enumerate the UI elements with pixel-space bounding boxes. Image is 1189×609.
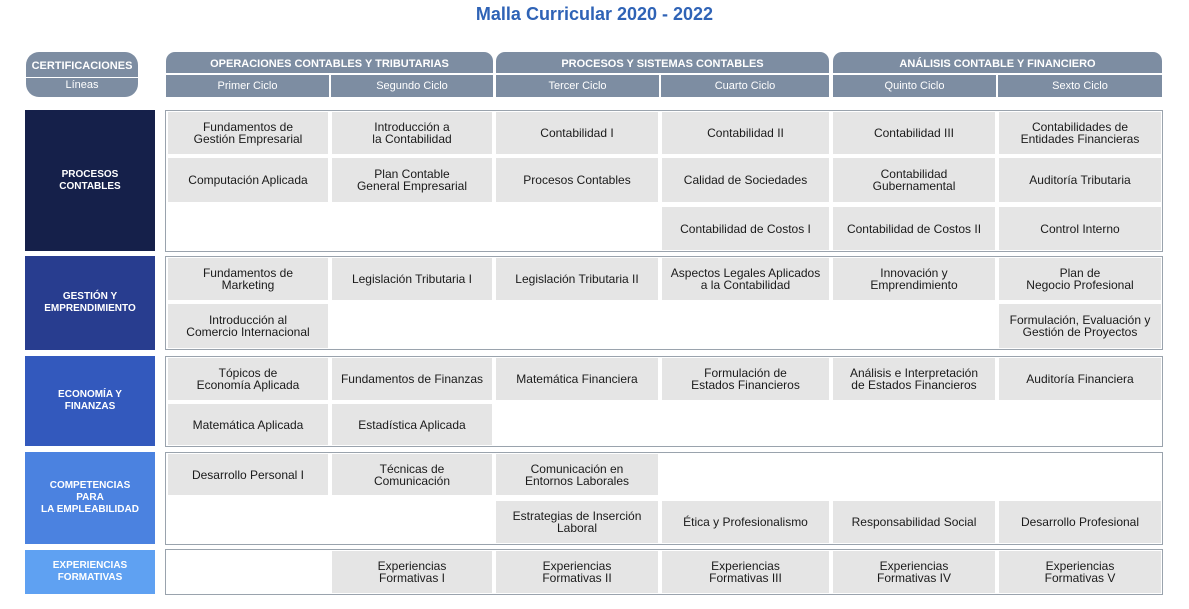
course-cell: Formulación de Estados Financieros — [662, 358, 829, 400]
lineas-subheader: Líneas — [26, 77, 138, 97]
course-cell: Responsabilidad Social — [833, 501, 995, 543]
course-cell: Aspectos Legales Aplicados a la Contabil… — [662, 258, 829, 300]
course-cell: Análisis e Interpretación de Estados Fin… — [833, 358, 995, 400]
course-cell: Estadística Aplicada — [332, 404, 492, 445]
course-cell: Desarrollo Personal I — [168, 454, 328, 495]
course-cell: Auditoría Financiera — [999, 358, 1161, 400]
cycle-header-4: Cuarto Ciclo — [661, 74, 829, 97]
course-cell: Contabilidad de Costos II — [833, 207, 995, 250]
line-label-gestion-emprendimiento: GESTIÓN Y EMPRENDIMIENTO — [25, 256, 155, 350]
course-cell: Matemática Financiera — [496, 358, 658, 400]
group-header-operaciones: OPERACIONES CONTABLES Y TRIBUTARIAS — [166, 52, 493, 73]
page-title: Malla Curricular 2020 - 2022 — [475, 4, 714, 24]
line-label-economia-finanzas: ECONOMÍA Y FINANZAS — [25, 356, 155, 446]
course-cell: Comunicación en Entornos Laborales — [496, 454, 658, 495]
course-cell: Procesos Contables — [496, 158, 658, 202]
course-cell: Experiencias Formativas IV — [833, 551, 995, 593]
group-header-procesos: PROCESOS Y SISTEMAS CONTABLES — [496, 52, 829, 73]
cycle-header-1: Primer Ciclo — [166, 74, 329, 97]
course-cell: Plan de Negocio Profesional — [999, 258, 1161, 300]
course-cell: Estrategias de Inserción Laboral — [496, 501, 658, 543]
course-cell: Tópicos de Economía Aplicada — [168, 358, 328, 400]
cycle-header-5: Quinto Ciclo — [833, 74, 996, 97]
course-cell: Contabilidad Gubernamental — [833, 158, 995, 202]
course-cell: Legislación Tributaria I — [332, 258, 492, 300]
group-header-analisis: ANÁLISIS CONTABLE Y FINANCIERO — [833, 52, 1162, 73]
course-cell: Experiencias Formativas I — [332, 551, 492, 593]
course-cell: Experiencias Formativas II — [496, 551, 658, 593]
course-cell: Plan Contable General Empresarial — [332, 158, 492, 202]
course-cell: Formulación, Evaluación y Gestión de Pro… — [999, 304, 1161, 348]
course-cell: Ética y Profesionalismo — [662, 501, 829, 543]
course-cell: Legislación Tributaria II — [496, 258, 658, 300]
course-cell: Contabilidad II — [662, 112, 829, 154]
course-cell: Contabilidad I — [496, 112, 658, 154]
line-label-experiencias-formativas: EXPERIENCIAS FORMATIVAS — [25, 550, 155, 594]
cycle-header-3: Tercer Ciclo — [496, 74, 659, 97]
course-cell: Técnicas de Comunicación — [332, 454, 492, 495]
course-cell: Fundamentos de Gestión Empresarial — [168, 112, 328, 154]
course-cell: Contabilidad III — [833, 112, 995, 154]
course-cell: Auditoría Tributaria — [999, 158, 1161, 202]
course-cell: Contabilidad de Costos I — [662, 207, 829, 250]
course-cell: Matemática Aplicada — [168, 404, 328, 445]
course-cell: Fundamentos de Marketing — [168, 258, 328, 300]
course-cell: Experiencias Formativas V — [999, 551, 1161, 593]
line-label-procesos-contables: PROCESOS CONTABLES — [25, 110, 155, 251]
cycle-header-6: Sexto Ciclo — [998, 74, 1162, 97]
certificaciones-header: CERTIFICACIONES — [26, 52, 138, 77]
course-cell: Contabilidades de Entidades Financieras — [999, 112, 1161, 154]
course-cell: Innovación y Emprendimiento — [833, 258, 995, 300]
course-cell: Fundamentos de Finanzas — [332, 358, 492, 400]
course-cell: Computación Aplicada — [168, 158, 328, 202]
course-cell: Calidad de Sociedades — [662, 158, 829, 202]
cycle-header-2: Segundo Ciclo — [331, 74, 493, 97]
course-cell: Experiencias Formativas III — [662, 551, 829, 593]
course-cell: Control Interno — [999, 207, 1161, 250]
course-cell: Introducción al Comercio Internacional — [168, 304, 328, 348]
course-cell: Introducción a la Contabilidad — [332, 112, 492, 154]
course-cell: Desarrollo Profesional — [999, 501, 1161, 543]
line-label-competencias-empleabilidad: COMPETENCIAS PARA LA EMPLEABILIDAD — [25, 452, 155, 544]
